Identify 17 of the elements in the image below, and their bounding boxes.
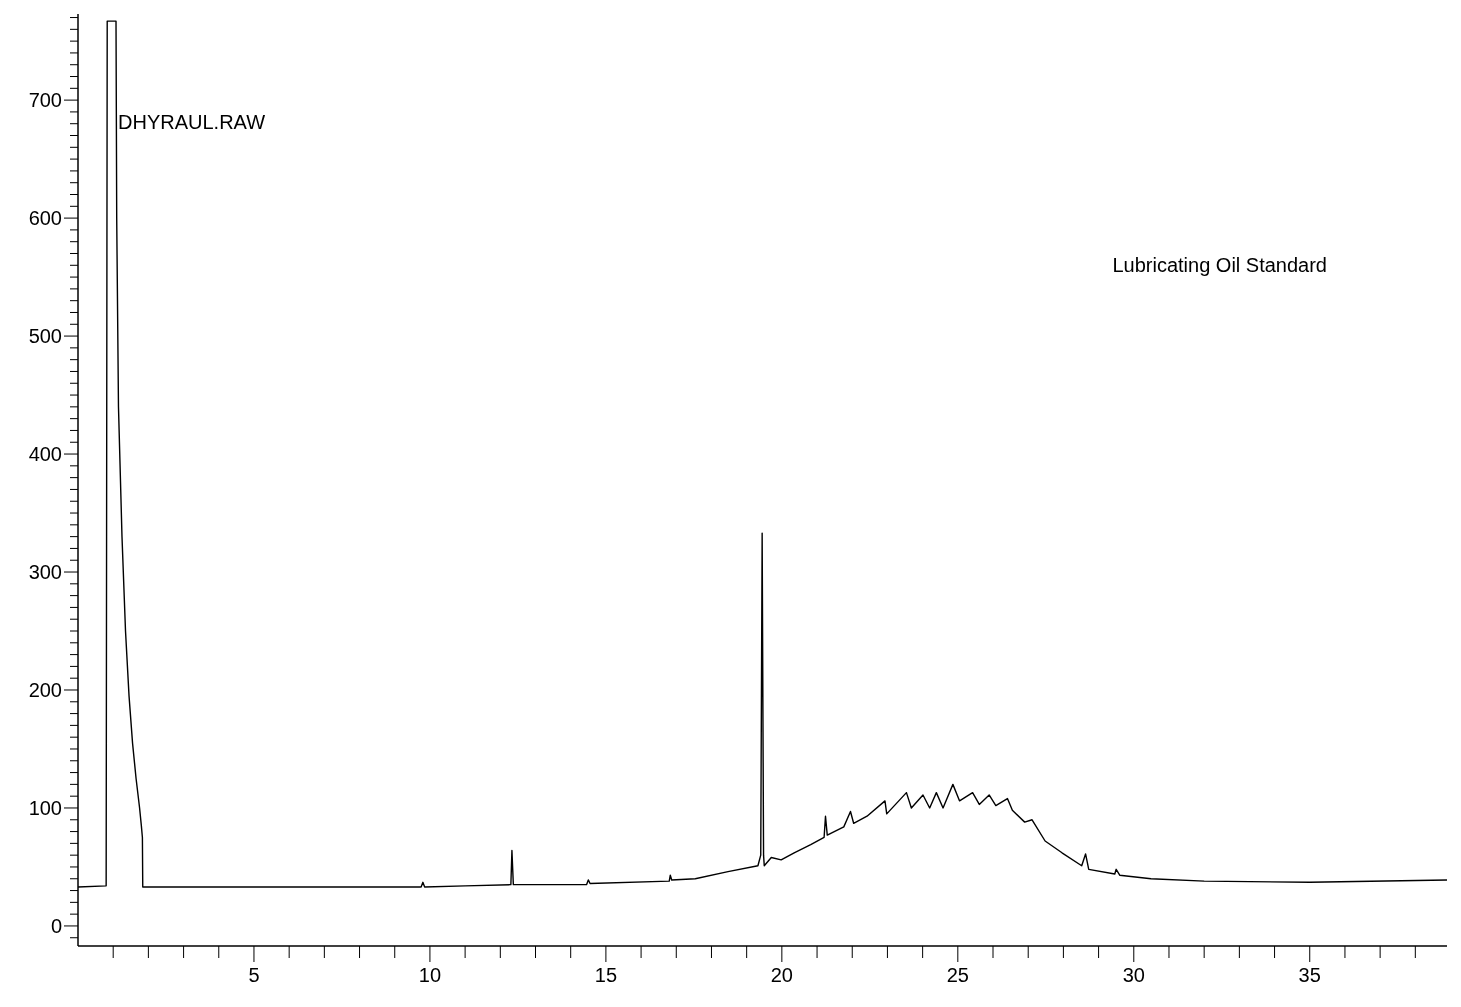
y-tick-label: 600 bbox=[28, 207, 62, 230]
y-tick-label: 300 bbox=[28, 561, 62, 584]
y-tick-label: 0 bbox=[50, 914, 62, 937]
y-tick-label: 500 bbox=[28, 325, 62, 348]
y-tick-label: 700 bbox=[28, 89, 62, 112]
x-tick-label: 25 bbox=[946, 964, 969, 986]
y-tick-label: 200 bbox=[28, 678, 62, 701]
x-tick-label: 30 bbox=[1122, 964, 1145, 986]
annotation: Lubricating Oil Standard bbox=[1112, 254, 1327, 276]
y-tick-label: 400 bbox=[28, 443, 62, 466]
x-tick-label: 15 bbox=[594, 964, 618, 986]
x-tick-label: 10 bbox=[418, 964, 442, 986]
annotation: DHYRAUL.RAW bbox=[118, 111, 266, 133]
y-tick-label: 100 bbox=[28, 796, 62, 819]
x-tick-label: 5 bbox=[248, 964, 260, 986]
x-tick-label: 20 bbox=[770, 964, 793, 986]
x-tick-label: 35 bbox=[1298, 964, 1321, 986]
